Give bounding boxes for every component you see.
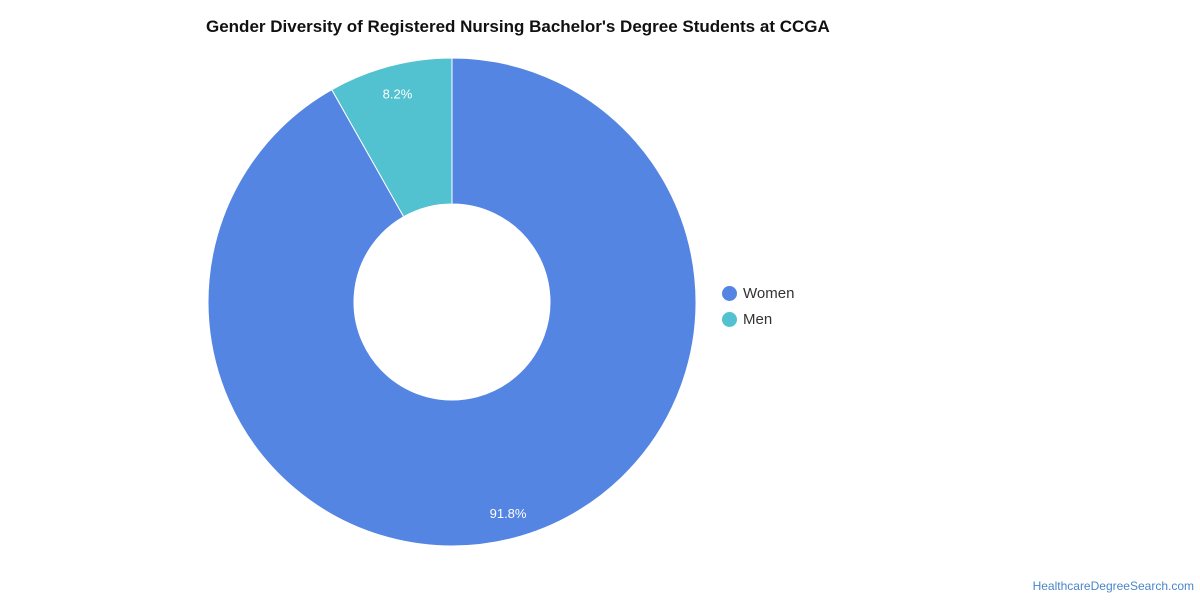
slice-men[interactable] <box>331 57 453 218</box>
legend: Women Men <box>722 280 794 332</box>
chart-title: Gender Diversity of Registered Nursing B… <box>206 17 830 36</box>
source-link[interactable]: HealthcareDegreeSearch.com <box>1032 579 1194 593</box>
legend-swatch-women <box>722 285 737 301</box>
slice-women[interactable] <box>207 57 697 547</box>
legend-label-women: Women <box>743 284 795 302</box>
legend-label-men: Men <box>743 310 773 328</box>
slice-label-men: 8.2% <box>383 86 413 101</box>
slice-label-women: 91.8% <box>490 506 527 521</box>
legend-swatch-men <box>722 311 737 327</box>
legend-item-women[interactable]: Women <box>722 280 794 306</box>
legend-item-men[interactable]: Men <box>722 306 794 332</box>
